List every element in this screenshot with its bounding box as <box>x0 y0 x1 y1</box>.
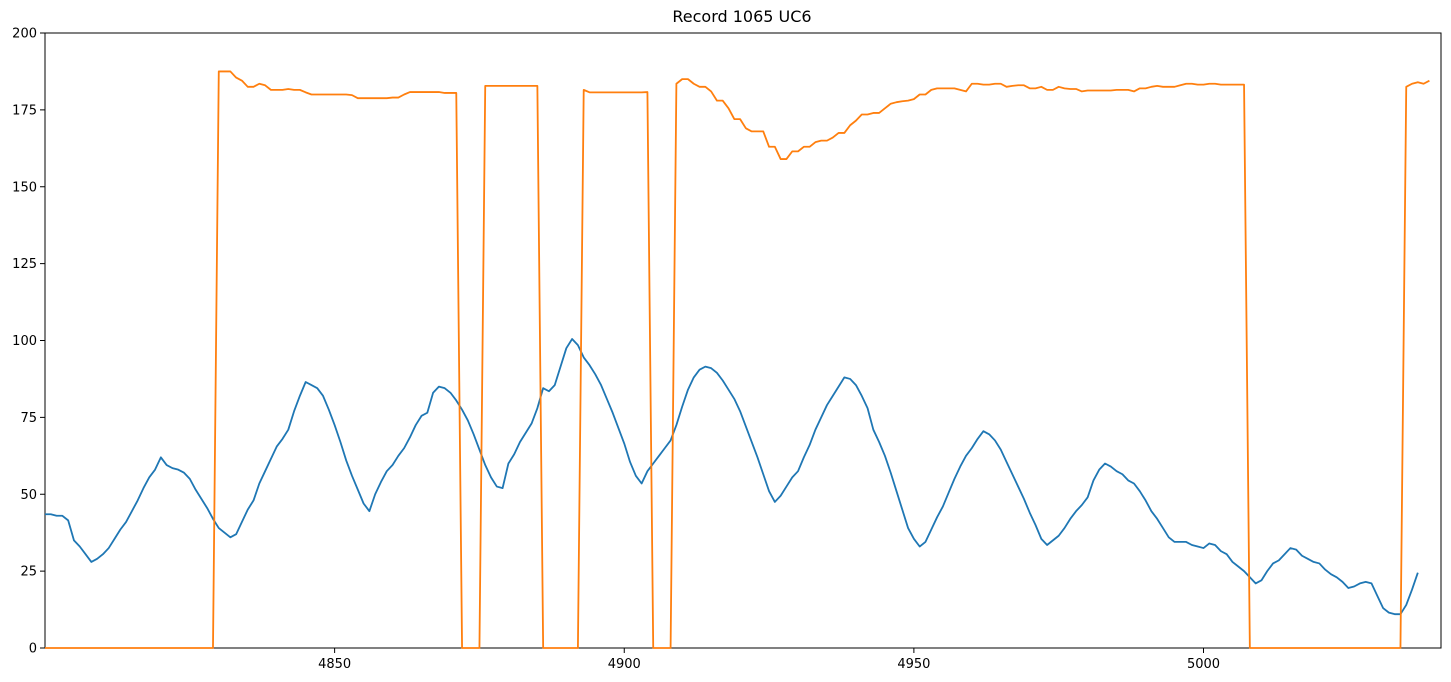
y-tick-label: 100 <box>12 334 37 349</box>
y-axis: 0 25 50 75 100 125 150 175 200 <box>12 27 45 657</box>
y-tick-label: 125 <box>12 257 37 272</box>
x-tick-label: 4850 <box>318 657 351 672</box>
y-tick-label: 50 <box>20 488 37 503</box>
x-axis: 4850 4900 4950 5000 <box>318 648 1220 672</box>
y-tick-label: 0 <box>29 642 37 657</box>
x-tick-label: 4950 <box>897 657 930 672</box>
x-tick-label: 5000 <box>1187 657 1220 672</box>
y-tick-label: 175 <box>12 103 37 118</box>
x-tick-label: 4900 <box>608 657 641 672</box>
series-layer <box>45 70 1430 649</box>
series-line-2 <box>45 70 1430 649</box>
y-tick-label: 150 <box>12 180 37 195</box>
y-tick-label: 200 <box>12 27 37 42</box>
y-tick-label: 25 <box>20 565 37 580</box>
series-line-1 <box>45 338 1419 616</box>
y-tick-label: 75 <box>20 411 37 426</box>
chart-title: Record 1065 UC6 <box>672 7 811 26</box>
